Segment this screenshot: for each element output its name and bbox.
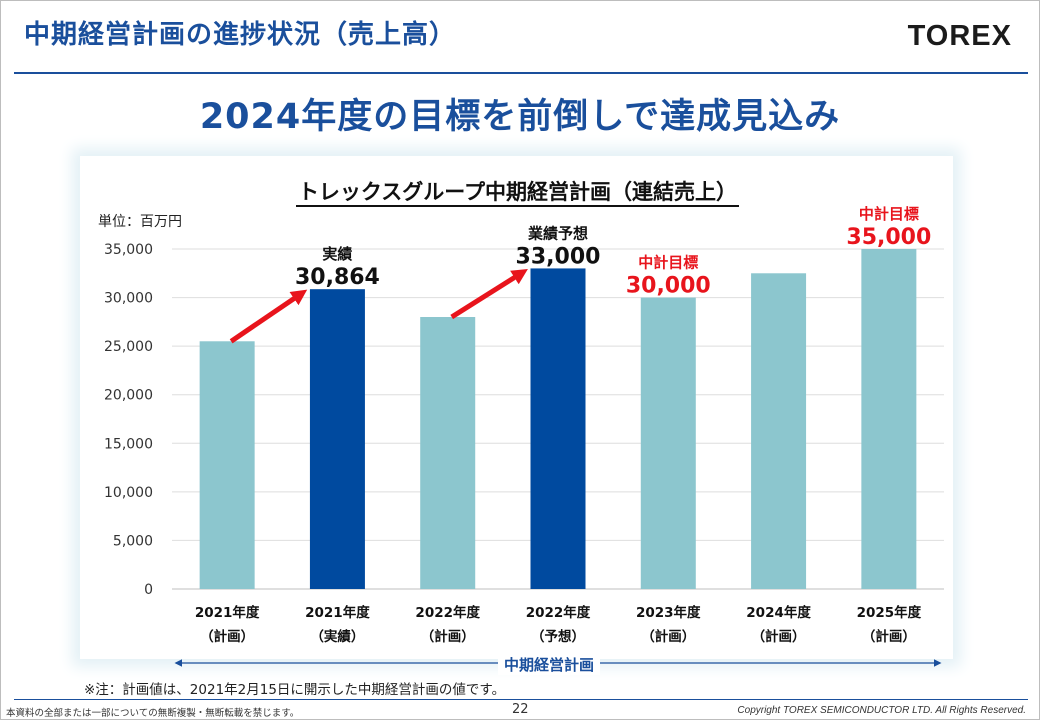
y-tick-label: 15,000 [104,436,153,452]
bar [530,268,586,589]
bar [309,289,365,589]
y-tick-label: 20,000 [104,388,153,404]
headline: 2024年度の目標を前倒しで達成見込み [199,97,841,137]
x-tick-label-year: 2021年度 [305,604,370,621]
x-tick-label-kind: （計画） [862,628,916,645]
bar [640,297,696,589]
unit-label: 単位：百万円 [98,214,182,230]
bar [751,273,807,589]
x-tick-label-year: 2021年度 [195,604,260,621]
y-tick-label: 25,000 [104,339,153,355]
y-tick-label: 30,000 [104,291,153,307]
period-label: 中期経営計画 [498,654,601,675]
footnote: ※注：計画値は、2021年2月15日に開示した中期経営計画の値です。 [84,682,506,698]
annotation-label: 中計目標 [859,205,919,223]
x-tick-label-year: 2022年度 [415,604,480,621]
y-tick-label: 35,000 [104,242,153,258]
annotation-value: 35,000 [846,225,931,250]
x-tick-label-kind: （計画） [200,628,254,645]
growth-arrow [450,269,528,320]
bar [420,317,476,589]
annotation-value: 30,000 [626,274,711,299]
x-tick-label-kind: （計画） [421,628,475,645]
bar [199,341,255,589]
x-tick-label-kind: （予想） [531,628,585,645]
page-number: 22 [512,702,529,717]
x-tick-label-year: 2024年度 [746,604,811,621]
company-logo: TOREX [907,20,1012,52]
y-tick-label: 5,000 [113,533,153,549]
footer-divider [14,699,1028,700]
annotation-label: 業績予想 [527,224,588,242]
growth-arrow [229,289,308,344]
chart-title: トレックスグループ中期経営計画（連結売上） [295,180,740,207]
chart-title-wrap: トレックスグループ中期経営計画（連結売上） [0,176,1040,207]
annotation-label: 実績 [322,245,352,263]
x-tick-label-kind: （計画） [752,628,806,645]
page-title: 中期経営計画の進捗状況（売上高） [24,20,457,50]
bar [861,249,917,589]
title-divider [14,72,1028,74]
x-tick-label-year: 2023年度 [636,604,701,621]
footer-notice: 本資料の全部または一部についての無断複製・無断転載を禁じます。 [6,708,300,719]
y-tick-label: 0 [144,582,153,598]
annotation-label: 中計目標 [638,254,698,272]
copyright: Copyright TOREX SEMICONDUCTOR LTD. All R… [737,705,1026,716]
x-tick-label-year: 2025年度 [857,604,922,621]
x-tick-label-kind: （計画） [641,628,695,645]
annotation-value: 33,000 [516,244,601,269]
y-tick-label: 10,000 [104,485,153,501]
annotation-value: 30,864 [295,265,380,290]
x-tick-label-year: 2022年度 [526,604,591,621]
x-tick-label-kind: （実績） [310,628,364,645]
